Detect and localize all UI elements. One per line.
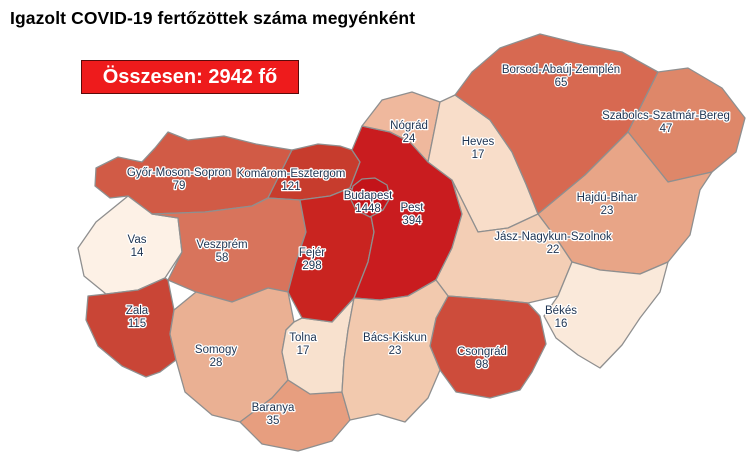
county-label-nograd: Nógrád 24 — [390, 120, 428, 145]
county-value-borsod: 65 — [555, 77, 568, 89]
county-shape-jnsz — [435, 179, 573, 304]
county-label-gyms: Győr-Moson-Sopron 79 — [127, 167, 231, 192]
county-value-heves: 17 — [472, 149, 485, 161]
county-shape-bacs — [341, 279, 449, 423]
county-value-bacs: 23 — [389, 345, 402, 357]
county-label-bacs: Bács-Kiskun 23 — [363, 332, 427, 357]
county-label-budapest: Budapest 1448 — [344, 190, 393, 215]
county-label-baranya: Baranya 35 — [252, 402, 295, 427]
county-shape-bekes — [543, 261, 669, 369]
county-label-veszprem: Veszprém 58 — [196, 239, 247, 264]
county-name-vas: Vas — [128, 234, 147, 246]
county-name-zala: Zala — [126, 305, 149, 317]
total-badge: Összesen: 2942 fő — [81, 60, 299, 94]
county-label-csongrad: Csongrád 98 — [457, 346, 507, 371]
county-shape-budapest — [349, 177, 391, 218]
county-value-gyms: 79 — [173, 180, 186, 192]
county-label-zala: Zala 115 — [126, 305, 149, 330]
county-label-komarom: Komárom-Esztergom 121 — [237, 168, 346, 193]
total-badge-label: Összesen: 2942 fő — [102, 65, 278, 88]
county-value-budapest: 1448 — [355, 203, 381, 215]
county-value-zala: 115 — [128, 318, 146, 330]
county-value-hajdu: 23 — [601, 205, 614, 217]
county-value-pest: 394 — [402, 215, 422, 227]
county-value-veszprem: 58 — [216, 252, 229, 264]
county-value-szabolcs: 47 — [660, 123, 673, 135]
county-name-komarom: Komárom-Esztergom — [237, 168, 346, 180]
page-title: Igazolt COVID-19 fertőzöttek száma megyé… — [10, 8, 416, 28]
county-label-szabolcs: Szabolcs-Szatmár-Bereg 47 — [602, 110, 730, 135]
county-label-bekes: Békés 16 — [545, 305, 577, 330]
county-value-nograd: 24 — [403, 133, 416, 145]
county-value-komarom: 121 — [281, 181, 300, 193]
county-name-bacs: Bács-Kiskun — [363, 332, 427, 344]
county-value-somogy: 28 — [210, 357, 223, 369]
county-name-pest: Pest — [400, 202, 424, 214]
county-name-gyms: Győr-Moson-Sopron — [127, 167, 231, 179]
county-name-nograd: Nógrád — [390, 120, 428, 132]
county-name-fejer: Fejér — [299, 247, 325, 259]
county-value-baranya: 35 — [267, 415, 280, 427]
county-name-bekes: Békés — [545, 305, 577, 317]
county-value-jnsz: 22 — [547, 244, 560, 256]
county-name-borsod: Borsod-Abaúj-Zemplén — [502, 64, 620, 76]
county-label-hajdu: Hajdú-Bihar 23 — [577, 192, 638, 217]
county-value-tolna: 17 — [297, 345, 310, 357]
county-name-veszprem: Veszprém — [196, 239, 247, 251]
county-name-somogy: Somogy — [195, 344, 237, 356]
county-name-csongrad: Csongrád — [457, 346, 507, 358]
county-label-pest: Pest 394 — [400, 202, 424, 227]
county-value-fejer: 298 — [302, 260, 321, 272]
county-label-tolna: Tolna 17 — [289, 332, 317, 357]
county-value-csongrad: 98 — [476, 359, 489, 371]
county-label-jnsz: Jász-Nagykun-Szolnok 22 — [494, 231, 612, 256]
county-label-heves: Heves 17 — [462, 136, 495, 161]
county-value-bekes: 16 — [555, 318, 568, 330]
county-name-baranya: Baranya — [252, 402, 295, 414]
county-name-jnsz: Jász-Nagykun-Szolnok — [494, 231, 612, 243]
county-label-somogy: Somogy 28 — [195, 344, 237, 369]
county-label-fejer: Fejér 298 — [299, 247, 325, 272]
county-shapes-layer — [77, 33, 746, 452]
county-label-borsod: Borsod-Abaúj-Zemplén 65 — [502, 64, 620, 89]
county-name-budapest: Budapest — [344, 190, 393, 202]
county-name-heves: Heves — [462, 136, 495, 148]
county-value-vas: 14 — [131, 247, 144, 259]
county-name-tolna: Tolna — [289, 332, 317, 344]
county-name-hajdu: Hajdú-Bihar — [577, 192, 638, 204]
county-name-szabolcs: Szabolcs-Szatmár-Bereg — [602, 110, 730, 122]
county-label-vas: Vas 14 — [128, 234, 147, 259]
